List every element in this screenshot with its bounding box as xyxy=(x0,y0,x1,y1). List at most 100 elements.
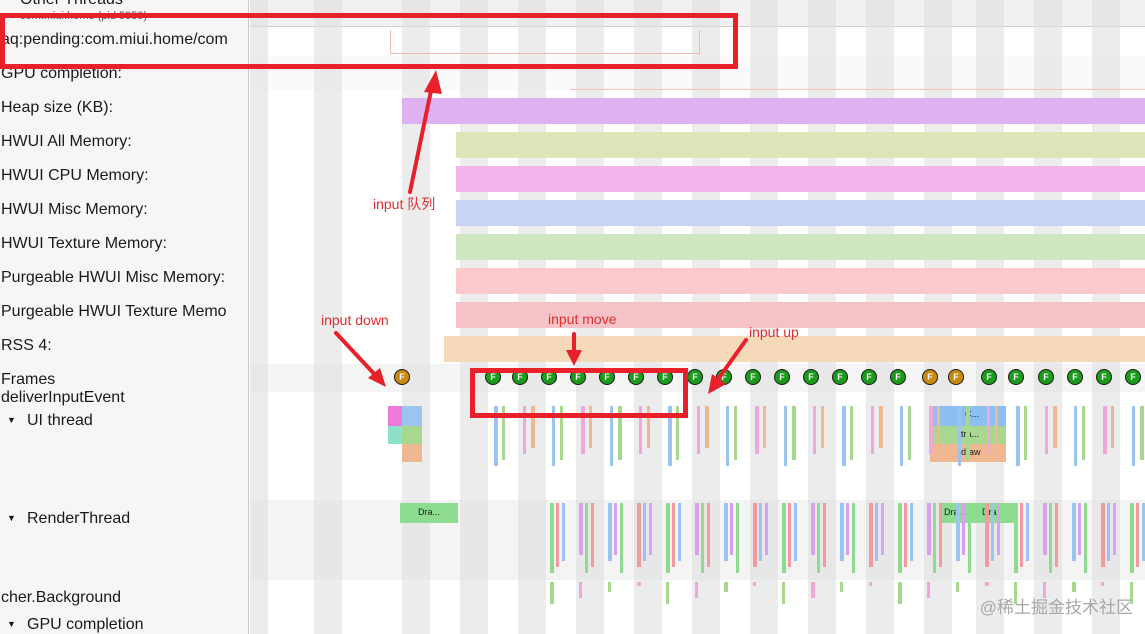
trace-slice[interactable] xyxy=(1082,406,1085,460)
trace-slice[interactable] xyxy=(1053,406,1057,448)
expand-triangle-icon[interactable]: ▼ xyxy=(7,513,16,523)
trace-slice[interactable] xyxy=(788,503,791,567)
trace-slice[interactable] xyxy=(821,406,824,448)
hwui-texture-memory-counter[interactable] xyxy=(456,234,1145,260)
trace-slice[interactable] xyxy=(840,582,843,592)
trace-slice[interactable] xyxy=(881,503,884,555)
trace-slice[interactable] xyxy=(502,406,505,460)
frame-marker-icon[interactable]: F xyxy=(1125,369,1141,385)
trace-slice[interactable] xyxy=(620,503,623,573)
trace-slice[interactable] xyxy=(966,406,970,460)
trace-slice[interactable] xyxy=(697,406,700,454)
hwui-misc-memory-counter[interactable] xyxy=(456,200,1145,226)
trace-slice[interactable] xyxy=(707,503,710,567)
trace-slice[interactable] xyxy=(927,582,930,598)
trace-slice[interactable] xyxy=(869,503,873,567)
trace-slice[interactable] xyxy=(668,406,672,466)
trace-slice[interactable] xyxy=(724,582,728,592)
trace-slice[interactable] xyxy=(900,406,903,466)
trace-slice[interactable] xyxy=(614,503,617,555)
purgeable-texture-counter[interactable] xyxy=(456,302,1145,328)
trace-slice[interactable] xyxy=(1103,406,1107,454)
trace-slice[interactable] xyxy=(695,503,699,555)
track-label-aq-pending[interactable]: aq:pending:com.miui.home/com xyxy=(1,31,228,48)
trace-slice[interactable] xyxy=(579,503,583,555)
trace-slice[interactable] xyxy=(908,406,911,460)
aq-pending-counter[interactable] xyxy=(390,30,700,54)
trace-slice[interactable] xyxy=(643,503,646,561)
trace-slice[interactable] xyxy=(958,406,961,466)
trace-slice[interactable] xyxy=(1072,582,1076,592)
trace-slice[interactable] xyxy=(1026,503,1029,561)
trace-slice[interactable] xyxy=(1130,503,1134,573)
trace-slice[interactable] xyxy=(1107,503,1110,561)
track-label-hwui-all-memory[interactable]: HWUI All Memory: xyxy=(1,133,132,150)
track-render-thread[interactable]: ▼ RenderThread xyxy=(7,510,131,527)
track-label-hwui-texture-memory[interactable]: HWUI Texture Memory: xyxy=(1,235,167,252)
trace-slice[interactable] xyxy=(991,503,994,561)
trace-slice[interactable] xyxy=(782,503,786,573)
frame-marker-icon[interactable]: F xyxy=(599,369,615,385)
trace-slice[interactable] xyxy=(1014,582,1017,604)
frame-marker-icon[interactable]: F xyxy=(922,369,938,385)
track-ui-thread[interactable]: ▼ UI thread xyxy=(7,412,93,429)
trace-slice[interactable] xyxy=(933,503,936,573)
expand-triangle-icon[interactable]: ▼ xyxy=(7,619,16,629)
trace-slice[interactable] xyxy=(755,406,759,454)
trace-slice[interactable] xyxy=(927,503,931,555)
heap-size-counter[interactable] xyxy=(402,98,1145,124)
trace-slice[interactable] xyxy=(753,503,757,567)
trace-slice[interactable] xyxy=(968,503,971,573)
trace-slice[interactable] xyxy=(904,503,907,567)
trace-slice[interactable] xyxy=(1101,582,1104,586)
trace-slice[interactable] xyxy=(695,582,698,598)
gpu-completion-counter[interactable] xyxy=(570,62,1145,90)
trace-slice[interactable] xyxy=(724,503,728,561)
track-label-heap-size[interactable]: Heap size (KB): xyxy=(1,99,114,116)
trace-slice[interactable] xyxy=(898,582,902,604)
trace-slice[interactable] xyxy=(1101,503,1105,567)
track-label-rss[interactable]: RSS 4: xyxy=(1,337,52,354)
trace-slice[interactable] xyxy=(823,503,826,567)
rss-counter[interactable] xyxy=(444,336,1145,362)
trace-slice[interactable] xyxy=(579,582,582,598)
trace-slice[interactable] xyxy=(589,406,592,448)
trace-slice[interactable] xyxy=(1016,406,1020,466)
track-label-purgeable-texture[interactable]: Purgeable HWUI Texture Memo xyxy=(1,303,227,320)
frame-marker-icon[interactable]: F xyxy=(1096,369,1112,385)
trace-slice[interactable] xyxy=(794,503,797,561)
trace-slice[interactable] xyxy=(1140,406,1144,460)
trace-slice[interactable] xyxy=(523,406,526,454)
frame-marker-icon[interactable]: F xyxy=(803,369,819,385)
frame-marker-icon[interactable]: F xyxy=(1038,369,1054,385)
trace-slice[interactable] xyxy=(1024,406,1027,460)
trace-slice[interactable] xyxy=(672,503,675,567)
trace-slice[interactable] xyxy=(1049,503,1052,573)
trace-slice[interactable] xyxy=(1111,406,1114,448)
trace-slice[interactable] xyxy=(618,406,622,460)
trace-slice[interactable] xyxy=(649,503,652,555)
frame-marker-icon[interactable]: F xyxy=(948,369,964,385)
trace-slice[interactable] xyxy=(1043,503,1047,555)
trace-slice[interactable] xyxy=(562,503,565,561)
trace-slice[interactable] xyxy=(850,406,853,460)
hwui-all-memory-counter[interactable] xyxy=(456,132,1145,158)
trace-slice[interactable] xyxy=(956,582,959,592)
track-label-other-threads[interactable]: Other Threads xyxy=(20,0,123,9)
trace-slice[interactable] xyxy=(736,503,739,573)
trace-slice[interactable] xyxy=(591,503,594,567)
trace-slice[interactable] xyxy=(985,582,989,586)
trace-slice[interactable] xyxy=(730,503,733,555)
trace-slice[interactable] xyxy=(995,406,998,448)
frame-marker-icon[interactable]: F xyxy=(981,369,997,385)
ui-slice[interactable] xyxy=(388,426,402,444)
frame-marker-icon[interactable]: F xyxy=(890,369,906,385)
trace-slice[interactable] xyxy=(494,406,498,466)
trace-slice[interactable] xyxy=(1072,503,1076,561)
ui-slice[interactable] xyxy=(388,406,402,426)
trace-slice[interactable] xyxy=(531,406,535,448)
trace-slice[interactable] xyxy=(869,582,872,586)
purgeable-misc-counter[interactable] xyxy=(456,268,1145,294)
trace-slice[interactable] xyxy=(1014,503,1018,573)
